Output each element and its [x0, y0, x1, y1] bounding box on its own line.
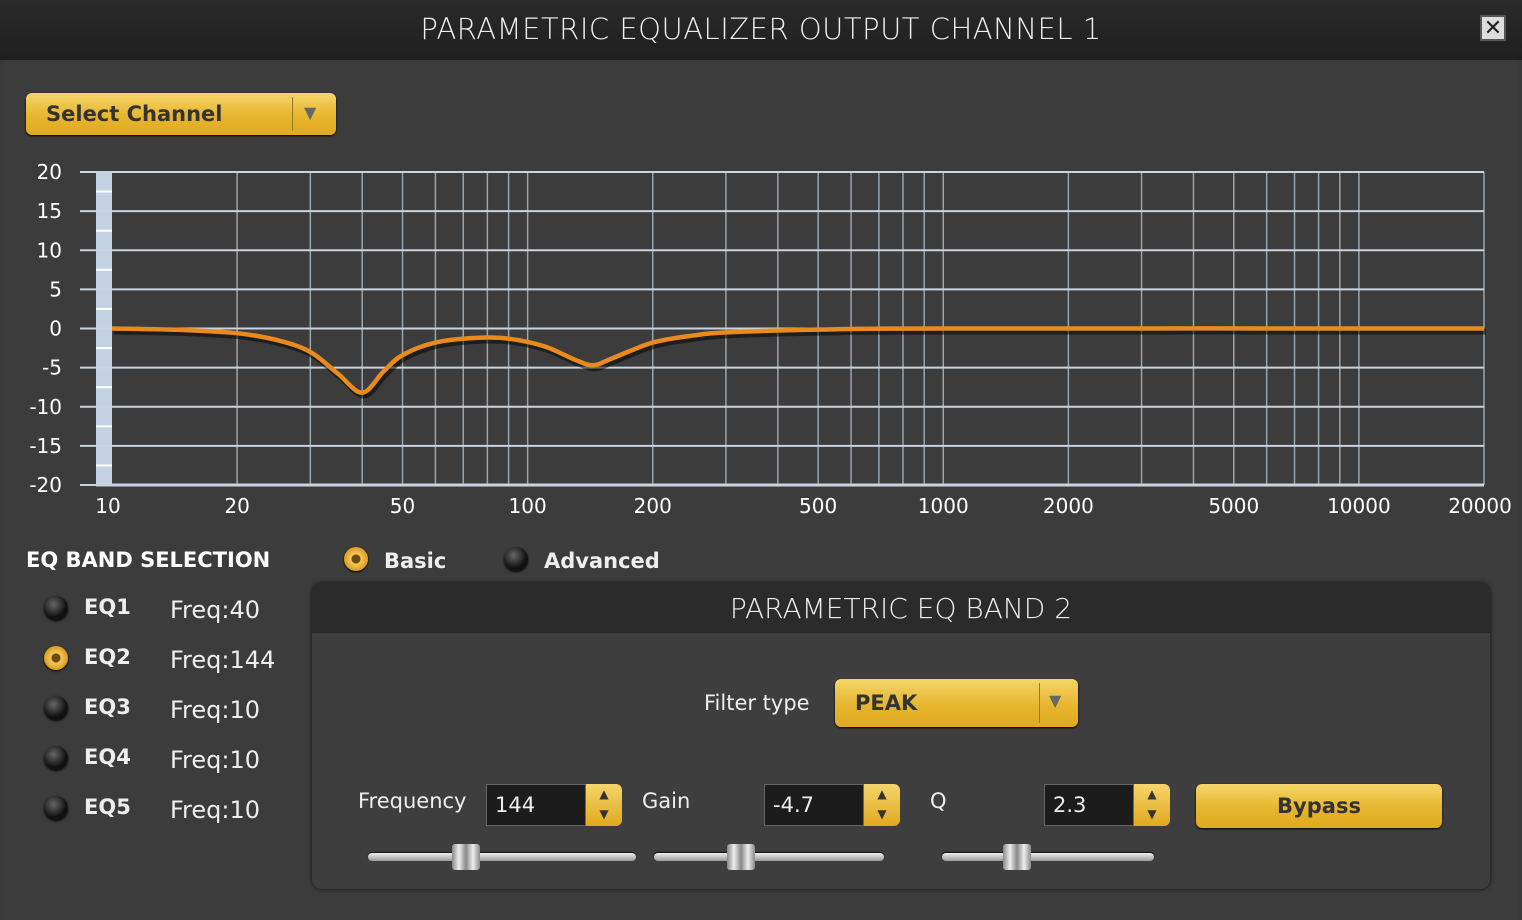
dropdown-divider [1039, 683, 1040, 723]
x-tick-label: 5000 [1208, 494, 1259, 518]
band-freq: Freq:40 [170, 596, 261, 624]
y-tick-label: -20 [29, 473, 62, 497]
filter-type-label: Filter type [704, 691, 810, 715]
chevron-down-icon: ▼ [304, 103, 317, 122]
advanced-mode-radio[interactable] [504, 547, 528, 571]
band-radio-eq1[interactable] [44, 596, 68, 620]
filter-type-value: PEAK [855, 691, 918, 715]
gain-input[interactable]: -4.7 [764, 784, 864, 826]
eq-band-selection-title: EQ BAND SELECTION [26, 548, 271, 572]
slider-thumb[interactable] [1002, 844, 1031, 870]
q-slider[interactable] [942, 844, 1154, 870]
band-freq: Freq:10 [170, 746, 261, 774]
band-radio-eq4[interactable] [44, 746, 68, 770]
y-tick-label: 20 [37, 160, 62, 184]
dropdown-divider [292, 97, 293, 131]
band-radio-eq5[interactable] [44, 796, 68, 820]
arrow-down-icon[interactable]: ▼ [1147, 807, 1157, 821]
arrow-down-icon[interactable]: ▼ [877, 807, 887, 821]
frequency-slider[interactable] [368, 844, 636, 870]
band-freq: Freq:10 [170, 796, 261, 824]
frequency-label: Frequency [358, 789, 467, 813]
band-panel-title: PARAMETRIC EQ BAND 2 [312, 583, 1490, 633]
y-tick-label: 15 [37, 199, 62, 223]
slider-thumb[interactable] [452, 844, 480, 870]
chevron-down-icon: ▼ [1049, 691, 1062, 710]
frequency-input[interactable]: 144 [486, 784, 586, 826]
filter-type-dropdown[interactable]: PEAK ▼ [835, 679, 1078, 727]
q-label: Q [930, 789, 947, 813]
x-tick-label: 20000 [1448, 494, 1512, 518]
select-channel-dropdown[interactable]: Select Channel ▼ [26, 93, 336, 135]
advanced-mode-label: Advanced [544, 549, 660, 573]
curve-shadow [113, 328, 1487, 399]
close-icon[interactable]: ✕ [1480, 15, 1506, 41]
arrow-up-icon[interactable]: ▲ [877, 787, 887, 801]
x-tick-label: 10000 [1327, 494, 1391, 518]
band-label: EQ3 [84, 695, 131, 719]
y-tick-label: 5 [49, 277, 62, 301]
bypass-button[interactable]: Bypass [1196, 784, 1442, 828]
frequency-stepper[interactable]: ▲ ▼ [586, 784, 622, 826]
slider-thumb[interactable] [726, 844, 755, 870]
band-panel: PARAMETRIC EQ BAND 2 Filter type PEAK ▼ … [312, 583, 1490, 889]
eq-response-curve [111, 326, 1485, 395]
band-radio-eq2[interactable] [44, 646, 68, 670]
band-label: EQ1 [84, 595, 131, 619]
arrow-down-icon[interactable]: ▼ [599, 807, 609, 821]
x-tick-label: 50 [390, 494, 415, 518]
select-channel-label: Select Channel [46, 102, 223, 126]
y-tick-label: -5 [42, 356, 62, 380]
basic-mode-radio[interactable] [344, 547, 368, 571]
x-tick-label: 100 [509, 494, 547, 518]
y-tick-label: -10 [29, 395, 62, 419]
y-tick-label: 10 [37, 238, 62, 262]
gain-label: Gain [642, 789, 691, 813]
q-input[interactable]: 2.3 [1044, 784, 1134, 826]
band-freq: Freq:10 [170, 696, 261, 724]
gain-stepper[interactable]: ▲ ▼ [864, 784, 900, 826]
x-tick-label: 2000 [1043, 494, 1094, 518]
window-title: PARAMETRIC EQUALIZER OUTPUT CHANNEL 1 [420, 12, 1102, 46]
y-tick-label: 0 [49, 317, 62, 341]
x-tick-label: 10 [95, 494, 120, 518]
x-tick-label: 20 [224, 494, 249, 518]
gain-slider[interactable] [654, 844, 884, 870]
band-label: EQ4 [84, 745, 131, 769]
y-tick-label: -15 [29, 434, 62, 458]
arrow-up-icon[interactable]: ▲ [1147, 787, 1157, 801]
basic-mode-label: Basic [384, 549, 447, 573]
title-bar: PARAMETRIC EQUALIZER OUTPUT CHANNEL 1 ✕ [0, 0, 1522, 60]
arrow-up-icon[interactable]: ▲ [599, 787, 609, 801]
band-label: EQ2 [84, 645, 131, 669]
x-tick-label: 1000 [918, 494, 969, 518]
band-freq: Freq:144 [170, 646, 276, 674]
x-tick-label: 200 [634, 494, 672, 518]
x-tick-label: 500 [799, 494, 837, 518]
band-label: EQ5 [84, 795, 131, 819]
q-stepper[interactable]: ▲ ▼ [1134, 784, 1170, 826]
band-radio-eq3[interactable] [44, 696, 68, 720]
